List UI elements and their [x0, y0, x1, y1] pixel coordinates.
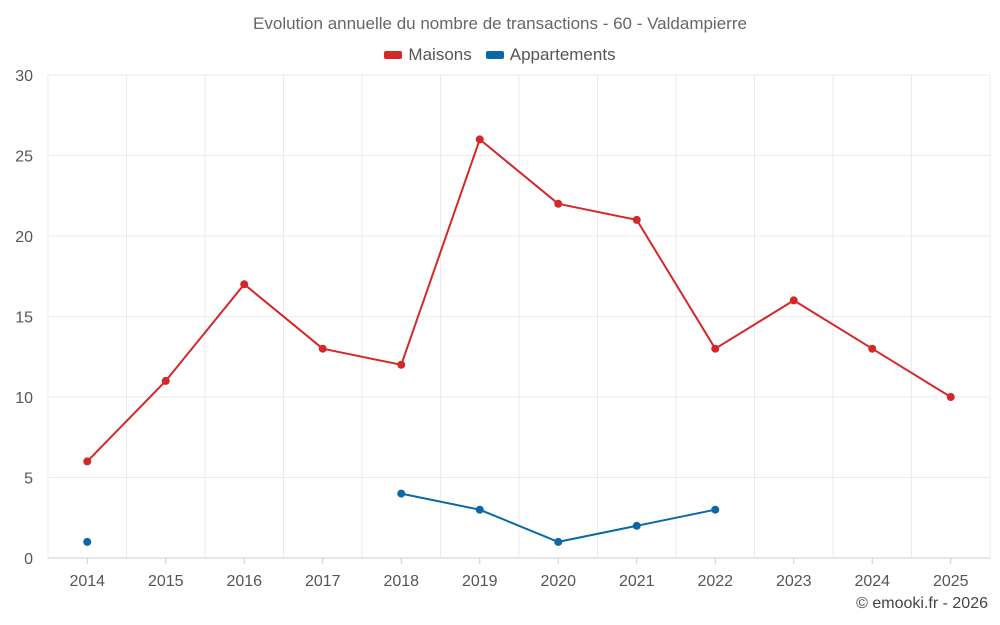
- legend-item-appartements[interactable]: Appartements: [485, 45, 616, 65]
- point-maisons-2021: [632, 215, 641, 224]
- x-tick-label-2015: 2015: [148, 573, 184, 590]
- x-tick-label-2020: 2020: [540, 573, 576, 590]
- point-maisons-2015: [161, 376, 170, 385]
- point-appartements-2019: [475, 505, 484, 514]
- series-line-maisons-0: [86, 138, 952, 463]
- x-tick-label-2023: 2023: [776, 573, 812, 590]
- x-tick-label-2017: 2017: [305, 573, 341, 590]
- legend: Maisons Appartements: [0, 45, 1000, 65]
- legend-swatch-appartements: [485, 51, 504, 59]
- credit: © emooki.fr - 2026: [856, 595, 988, 612]
- point-maisons-2024: [868, 344, 877, 353]
- y-tick-label-10: 10: [15, 390, 33, 407]
- point-maisons-2017: [318, 344, 327, 353]
- x-tick-label-2018: 2018: [383, 573, 419, 590]
- point-appartements-2021: [632, 521, 641, 530]
- legend-swatch-maisons: [384, 51, 403, 59]
- y-tick-label-25: 25: [15, 149, 33, 166]
- series: [83, 135, 955, 546]
- point-appartements-2022: [711, 505, 720, 514]
- point-maisons-2018: [397, 360, 406, 369]
- y-tick-label-20: 20: [15, 229, 33, 246]
- x-tick-label-2024: 2024: [854, 573, 890, 590]
- series-line-appartements-1: [401, 492, 716, 543]
- point-maisons-2022: [711, 344, 720, 353]
- y-tick-label-30: 30: [15, 68, 33, 85]
- grid: [47, 74, 991, 558]
- point-appartements-2020: [554, 537, 563, 546]
- point-appartements-2014: [83, 537, 92, 546]
- x-tick-label-2019: 2019: [462, 573, 498, 590]
- x-tick-label-2025: 2025: [933, 573, 969, 590]
- point-maisons-2023: [789, 296, 798, 305]
- x-tick-label-2021: 2021: [619, 573, 655, 590]
- x-tick-label-2014: 2014: [69, 573, 105, 590]
- point-maisons-2019: [475, 135, 484, 144]
- point-appartements-2018: [397, 489, 406, 498]
- point-maisons-2020: [554, 199, 563, 208]
- legend-label-appartements: Appartements: [509, 45, 616, 64]
- y-tick-label-0: 0: [24, 551, 33, 568]
- point-maisons-2025: [946, 393, 955, 401]
- y-tick-label-5: 5: [24, 471, 33, 488]
- x-tick-label-2022: 2022: [697, 573, 733, 590]
- y-tick-label-15: 15: [15, 310, 33, 327]
- legend-label-maisons: Maisons: [408, 45, 472, 64]
- chart-title: Evolution annuelle du nombre de transact…: [253, 14, 747, 33]
- x-tick-label-2016: 2016: [226, 573, 262, 590]
- point-maisons-2014: [83, 457, 92, 466]
- legend-item-maisons[interactable]: Maisons: [384, 45, 472, 65]
- point-maisons-2016: [240, 280, 249, 289]
